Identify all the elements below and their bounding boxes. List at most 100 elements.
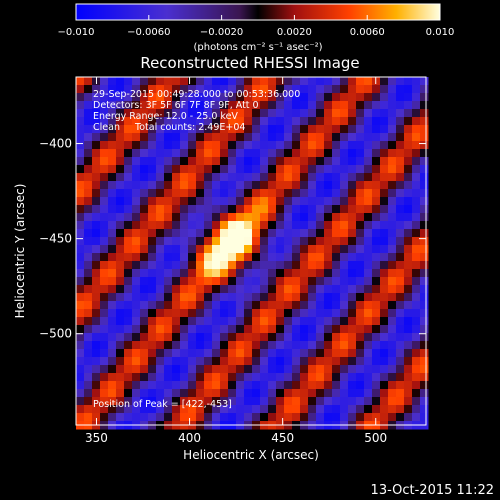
heatmap-cell — [180, 181, 189, 190]
heatmap-cell — [300, 101, 309, 110]
heatmap-cell — [148, 101, 157, 110]
heatmap-cell — [156, 205, 165, 214]
heatmap-cell — [396, 149, 405, 158]
heatmap-cell — [172, 397, 181, 406]
heatmap-cell — [364, 189, 373, 198]
heatmap-cell — [348, 333, 357, 342]
heatmap-cell — [276, 349, 285, 358]
heatmap-cell — [76, 373, 85, 382]
heatmap-cell — [356, 357, 365, 366]
heatmap-cell — [124, 381, 133, 390]
heatmap-cell — [340, 213, 349, 222]
heatmap-cell — [292, 405, 301, 414]
heatmap-cell — [164, 109, 173, 118]
heatmap-cell — [84, 261, 93, 270]
heatmap-cell — [108, 141, 117, 150]
heatmap-cell — [140, 333, 149, 342]
heatmap-cell — [100, 285, 109, 294]
heatmap-cell — [364, 381, 373, 390]
heatmap-cell — [412, 277, 421, 286]
heatmap-cell — [364, 405, 373, 414]
heatmap-cell — [140, 197, 149, 206]
heatmap-cell — [172, 77, 181, 86]
heatmap-cell — [380, 381, 389, 390]
heatmap-cell — [332, 205, 341, 214]
heatmap-cell — [356, 133, 365, 142]
heatmap-cell — [204, 141, 213, 150]
heatmap-cell — [164, 205, 173, 214]
heatmap-cell — [372, 413, 381, 422]
heatmap-cell — [284, 157, 293, 166]
heatmap-cell — [124, 229, 133, 238]
heatmap-cell — [372, 373, 381, 382]
heatmap-cell — [420, 333, 429, 342]
heatmap-cell — [196, 149, 205, 158]
heatmap-cell — [244, 221, 253, 230]
heatmap-cell — [188, 189, 197, 198]
heatmap-cell — [164, 221, 173, 230]
heatmap-cell — [220, 245, 229, 254]
heatmap-cell — [348, 181, 357, 190]
heatmap-cell — [164, 397, 173, 406]
heatmap-cell — [260, 389, 269, 398]
heatmap-cell — [372, 277, 381, 286]
heatmap-cell — [140, 261, 149, 270]
heatmap-cell — [116, 189, 125, 198]
heatmap-cell — [308, 117, 317, 126]
heatmap-cell — [164, 277, 173, 286]
heatmap-cell — [276, 181, 285, 190]
heatmap-cell — [204, 309, 213, 318]
heatmap-cell — [252, 397, 261, 406]
heatmap-cell — [116, 133, 125, 142]
heatmap-cell — [260, 413, 269, 422]
heatmap-cell — [156, 101, 165, 110]
heatmap-cell — [316, 237, 325, 246]
heatmap-cell — [244, 253, 253, 262]
heatmap-cell — [148, 157, 157, 166]
heatmap-cell — [124, 285, 133, 294]
heatmap-cell — [356, 173, 365, 182]
heatmap-cell — [284, 317, 293, 326]
heatmap-cell — [332, 165, 341, 174]
heatmap-cell — [116, 333, 125, 342]
heatmap-cell — [292, 325, 301, 334]
heatmap-cell — [252, 349, 261, 358]
heatmap-cell — [308, 413, 317, 422]
heatmap-cell — [364, 389, 373, 398]
heatmap-cell — [236, 237, 245, 246]
heatmap-cell — [108, 101, 117, 110]
heatmap-cell — [260, 101, 269, 110]
heatmap-cell — [76, 181, 85, 190]
heatmap-cell — [396, 325, 405, 334]
heatmap-cell — [196, 237, 205, 246]
heatmap-cell — [164, 237, 173, 246]
heatmap-cell — [140, 413, 149, 422]
colorbar-unit-label: (photons cm⁻² s⁻¹ asec⁻²) — [193, 42, 322, 53]
heatmap-image — [76, 77, 429, 430]
heatmap-cell — [220, 405, 229, 414]
heatmap-cell — [348, 301, 357, 310]
heatmap-cell — [84, 157, 93, 166]
heatmap-cell — [228, 309, 237, 318]
heatmap-cell — [420, 77, 429, 86]
heatmap-cell — [204, 165, 213, 174]
heatmap-cell — [132, 245, 141, 254]
heatmap-cell — [148, 77, 157, 86]
heatmap-cell — [116, 237, 125, 246]
x-axis-title: Heliocentric X (arcsec) — [183, 448, 319, 462]
heatmap-cell — [412, 157, 421, 166]
heatmap-cell — [212, 229, 221, 238]
heatmap-cell — [324, 301, 333, 310]
heatmap-cell — [76, 101, 85, 110]
heatmap-cell — [236, 405, 245, 414]
heatmap-cell — [420, 141, 429, 150]
heatmap-cell — [196, 317, 205, 326]
heatmap-cell — [196, 109, 205, 118]
heatmap-cell — [372, 133, 381, 142]
heatmap-cell — [132, 85, 141, 94]
heatmap-cell — [164, 325, 173, 334]
heatmap-cell — [100, 173, 109, 182]
heatmap-cell — [412, 301, 421, 310]
heatmap-cell — [140, 373, 149, 382]
heatmap-cell — [260, 349, 269, 358]
